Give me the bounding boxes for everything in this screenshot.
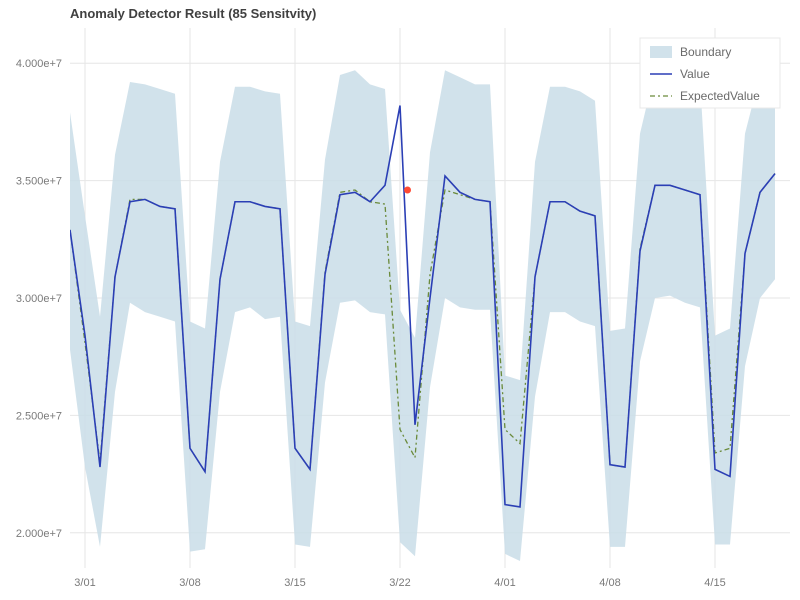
x-tick-label: 3/15 [284, 577, 305, 589]
y-tick-label: 2.500e+7 [16, 410, 62, 422]
y-tick-label: 3.500e+7 [16, 176, 62, 188]
legend-swatch-icon [650, 46, 672, 58]
x-tick-label: 4/01 [494, 577, 515, 589]
y-tick-label: 3.000e+7 [16, 293, 62, 305]
y-tick-label: 2.000e+7 [16, 528, 62, 540]
x-tick-label: 4/08 [599, 577, 620, 589]
y-tick-label: 4.000e+7 [16, 58, 62, 70]
chart-svg: 2.000e+7 2.500e+7 3.000e+7 3.500e+7 4.000e+7… [0, 0, 800, 600]
x-tick-label: 3/08 [179, 577, 200, 589]
chart-container: Anomaly Detector Result (85 Sensitvity) … [0, 0, 800, 600]
anomaly-marker [404, 187, 411, 194]
boundary-band [70, 44, 775, 561]
legend-label: Boundary [680, 45, 731, 59]
x-tick-label: 3/01 [74, 577, 95, 589]
legend-label: ExpectedValue [680, 89, 760, 103]
x-tick-label: 4/15 [704, 577, 725, 589]
x-tick-label: 3/22 [389, 577, 410, 589]
legend-label: Value [680, 67, 710, 81]
